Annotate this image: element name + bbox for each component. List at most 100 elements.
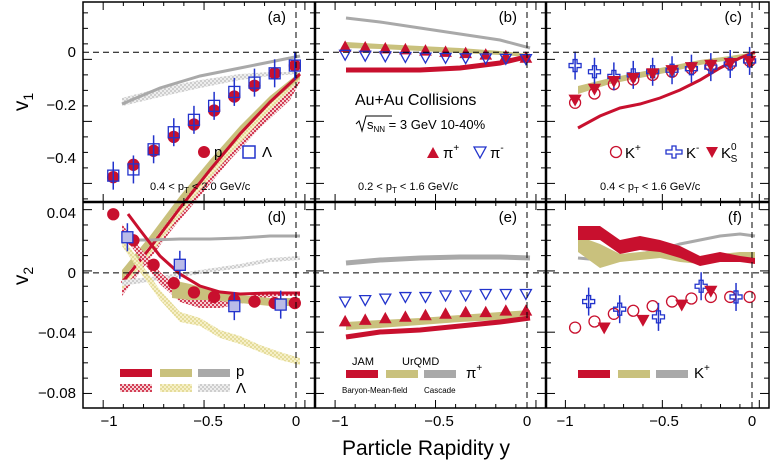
v2-tick-label: 0.04	[47, 205, 76, 222]
marker-lambda-d	[228, 299, 241, 313]
panel-label-c: (c)	[725, 9, 743, 26]
v2-tick-label: −0.04	[38, 325, 76, 342]
marker-kplus-f	[627, 304, 640, 317]
legend-b: π+ π-	[427, 143, 504, 162]
legend-cascade-k	[656, 370, 688, 378]
panel-label-e: (e)	[499, 209, 517, 226]
legend-jam-lambda	[120, 384, 152, 392]
marker-piplus-e	[439, 307, 452, 319]
marker-lambda-a	[107, 169, 120, 182]
marker-kminus-f	[651, 310, 666, 324]
marker-k0s-c	[743, 55, 757, 68]
marker-kplus-f	[568, 321, 582, 334]
pt-range-b: 0.2 < pT < 1.6 GeV/c	[358, 181, 459, 195]
marker-k0s-c	[704, 59, 718, 72]
legend-label-p: p	[236, 363, 244, 380]
marker-kminus-f	[582, 294, 596, 309]
marker-kplus-f	[588, 315, 601, 328]
marker-piminus-e	[338, 296, 352, 309]
v2-tick-label: −0.08	[38, 385, 76, 402]
legend-label-lambda: Λ	[236, 380, 246, 397]
model-label-urqmd: UrQMD	[402, 356, 439, 368]
legend-marker-piminus	[472, 146, 488, 160]
marker-piplus-e	[358, 313, 372, 325]
sqrt-sign	[355, 115, 392, 133]
marker-piplus-e	[459, 305, 473, 318]
marker-piminus-b	[358, 50, 372, 63]
marker-lambda-d	[274, 298, 287, 311]
marker-piminus-b	[459, 53, 473, 65]
reference-lines	[83, 2, 769, 408]
x-tick-label: −0.5	[649, 413, 679, 430]
marker-piminus-e	[459, 290, 473, 303]
marker-k0s-c	[607, 76, 621, 88]
marker-piminus-e	[519, 288, 533, 301]
v2-tick-label: 0	[68, 265, 76, 282]
legend-urqmd-pi	[386, 370, 418, 378]
v1-tick-label: 0	[68, 44, 76, 61]
marker-lambda-d	[121, 231, 134, 244]
marker-piminus-e	[378, 293, 392, 306]
svg-text:v2: v2	[10, 267, 36, 286]
model-urqmd-p-band-d	[172, 280, 300, 306]
y-tick-labels-top: 0 −0.2 −0.4	[46, 44, 76, 167]
marker-p-d	[187, 286, 201, 299]
legend-urqmd-k	[618, 370, 650, 378]
legend-label-k0s: K0 S	[721, 142, 738, 165]
marker-piplus-e	[479, 305, 493, 318]
legend-c: K+ K- K0 S	[609, 142, 738, 165]
marker-lambda-a	[167, 126, 180, 139]
marker-k0s-c	[684, 62, 699, 74]
x-tick-label: −1	[100, 413, 117, 430]
y-tick-labels-bottom: 0.04 0 −0.04 −0.08	[38, 205, 76, 402]
model-label-jam: JAM	[352, 356, 374, 368]
marker-piplus-b	[338, 40, 352, 52]
marker-piminus-b	[438, 52, 453, 65]
x-tick-labels: −1 −0.5 0 −1 −0.5 0 −1 −0.5 0	[100, 413, 756, 430]
y-axis-title-top: v1	[10, 93, 36, 112]
collision-label: Au+Au Collisions	[355, 92, 476, 109]
legend-label-lambda: Λ	[262, 144, 272, 161]
legend-label-kplus: K+	[625, 143, 641, 162]
legend-marker-kminus	[665, 145, 683, 159]
panel-label-b: (b)	[499, 9, 517, 26]
legend-urqmd-lambda	[160, 384, 192, 392]
marker-kplus-f	[646, 299, 659, 313]
marker-lambda-d	[173, 258, 186, 271]
marker-kminus-c	[568, 58, 582, 73]
x-axis-title: Particle Rapidity y	[342, 437, 511, 460]
legend-marker-p	[198, 146, 210, 158]
marker-kminus-c	[587, 65, 602, 79]
y-axis-subscript: 1	[20, 93, 36, 101]
v1-tick-label: −0.4	[46, 150, 76, 167]
legend-d: p Λ	[120, 363, 246, 397]
marker-piminus-e	[479, 288, 493, 301]
marker-piminus-b	[519, 54, 533, 66]
panel-labels: (a) (b) (c) (d) (e) (f)	[268, 9, 742, 226]
marker-piminus-b	[479, 53, 493, 66]
marker-piminus-e	[358, 294, 372, 307]
marker-p-d	[167, 277, 180, 290]
marker-p-d	[288, 296, 301, 310]
marker-piminus-b	[338, 49, 352, 62]
legend-cascade-pi	[424, 370, 456, 378]
legend-f: K+	[578, 363, 710, 382]
marker-lambda-a	[288, 59, 301, 72]
legend-label-k: K+	[694, 363, 710, 382]
marker-piplus-e	[519, 304, 533, 316]
model-jam-k-band-f	[578, 226, 755, 266]
x-tick-label: 0	[292, 413, 300, 430]
legend-marker-lambda	[242, 145, 256, 159]
marker-k0s-c	[646, 68, 660, 81]
marker-piplus-e	[378, 311, 392, 324]
marker-k0s-c	[723, 58, 737, 70]
marker-k0s-c	[568, 94, 582, 107]
marker-k0s-c	[665, 65, 679, 78]
v1-tick-label: −0.2	[46, 97, 76, 114]
pt-range-a: 0.4 < pT < 2.0 GeV/c	[150, 181, 251, 195]
model-sublabel-cascade: Cascade	[424, 386, 456, 395]
x-tick-label: −1	[556, 413, 573, 430]
marker-p-d	[248, 295, 261, 308]
y-axis-symbol: v	[10, 100, 33, 111]
